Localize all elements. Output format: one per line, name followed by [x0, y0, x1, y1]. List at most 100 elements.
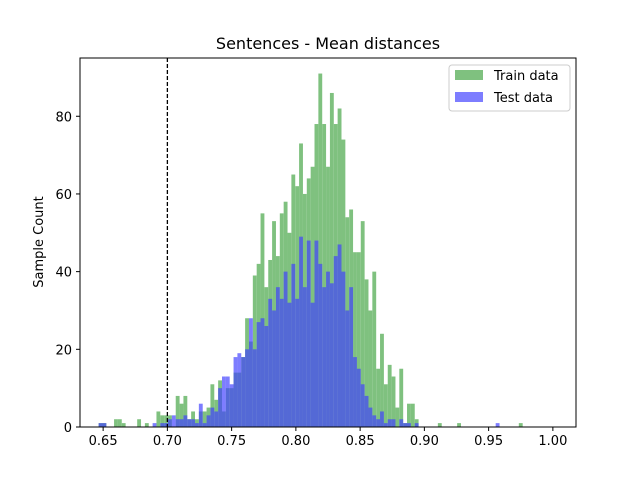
bar-test [168, 419, 172, 427]
plot-frame [79, 57, 577, 428]
bar-train [437, 423, 442, 427]
bar-test [283, 271, 288, 427]
bar-test [329, 283, 334, 427]
bar-train [179, 403, 184, 427]
bar-train [183, 395, 188, 427]
bar-train [318, 73, 323, 428]
bar-train [399, 368, 404, 427]
bar-test [399, 419, 404, 427]
bar-test [345, 310, 350, 427]
y-tick-label: 80 [55, 110, 72, 125]
bar-train [117, 419, 122, 427]
bar-test [314, 240, 319, 427]
bar-test [322, 287, 327, 427]
bar-train [407, 403, 411, 427]
x-tick-label: 0.70 [153, 434, 182, 449]
bar-test [333, 256, 338, 427]
bar-test [356, 368, 361, 427]
bar-test [152, 423, 157, 427]
legend-label-train: Train data [493, 69, 559, 84]
bar-test [241, 357, 246, 427]
bar-test [256, 322, 261, 427]
bar-test [387, 419, 392, 427]
bar-test [183, 415, 188, 427]
bar-test [391, 419, 396, 427]
bar-train [395, 407, 400, 427]
bar-test [372, 415, 377, 427]
bar-train [353, 252, 357, 427]
y-axis-label: Sample Count [32, 196, 47, 287]
bar-test [102, 423, 107, 427]
bar-test [349, 287, 354, 427]
legend-swatch-test [455, 92, 483, 102]
bar-test [287, 302, 292, 427]
bar-test [407, 423, 411, 427]
bar-test [279, 298, 284, 427]
bar-train [121, 423, 126, 427]
bar-test [364, 395, 369, 427]
bar-test [206, 415, 211, 427]
bar-test [248, 318, 253, 427]
bar-test [221, 376, 226, 427]
bar-train [376, 368, 381, 427]
x-tick-label: 1.00 [538, 434, 567, 449]
bar-test [210, 407, 215, 427]
bar-test [214, 411, 219, 427]
bar-train [457, 423, 461, 427]
bar-test [326, 271, 330, 427]
legend-swatch-train [455, 70, 483, 80]
bar-train [160, 415, 165, 427]
bar-train [380, 333, 384, 427]
x-tick-label: 0.95 [474, 434, 503, 449]
bar-train [387, 364, 392, 427]
bar-test [495, 423, 500, 427]
bar-train [310, 166, 315, 428]
bar-test [179, 419, 184, 427]
y-tick-label: 20 [55, 343, 72, 358]
bar-train [144, 423, 149, 427]
bar-test [360, 384, 365, 427]
bar-test [160, 423, 165, 427]
bar-test [318, 263, 323, 427]
bar-train [202, 411, 207, 427]
x-tick-label: 0.65 [89, 434, 118, 449]
bar-test [191, 419, 196, 427]
bar-test [295, 298, 300, 427]
x-tick-label: 0.90 [410, 434, 439, 449]
bar-test [414, 423, 419, 427]
bar-train [175, 395, 180, 427]
bar-train [156, 411, 161, 427]
bar-train [114, 419, 118, 427]
bar-train [383, 384, 388, 427]
bar-train [360, 221, 365, 427]
x-tick-label: 0.80 [281, 434, 310, 449]
y-tick-label: 60 [55, 188, 72, 203]
bar-test [275, 287, 280, 427]
bar-test [353, 357, 357, 427]
bar-test [291, 263, 296, 427]
bar-test [218, 388, 222, 427]
bar-test [175, 419, 180, 427]
bar-test [252, 349, 257, 427]
bar-test [368, 407, 373, 427]
bar-train [391, 376, 396, 427]
x-tick-label: 0.75 [217, 434, 246, 449]
bar-test [376, 419, 381, 427]
x-axis: 0.65 0.70 0.75 0.80 0.85 0.90 0.95 1.00 [89, 427, 567, 449]
bar-train [164, 415, 169, 427]
bar-test [260, 318, 265, 427]
bar-test [264, 326, 269, 427]
bar-test [237, 353, 242, 427]
bar-test [272, 310, 276, 427]
x-tick-label: 0.85 [346, 434, 375, 449]
bar-test [98, 423, 103, 427]
bar-test [268, 298, 273, 427]
bar-test [306, 240, 311, 427]
bar-train [518, 423, 523, 427]
bar-train [368, 310, 373, 427]
test-bars [98, 236, 500, 427]
bar-train [356, 252, 361, 427]
bar-train [137, 419, 142, 427]
bar-test [198, 403, 203, 427]
